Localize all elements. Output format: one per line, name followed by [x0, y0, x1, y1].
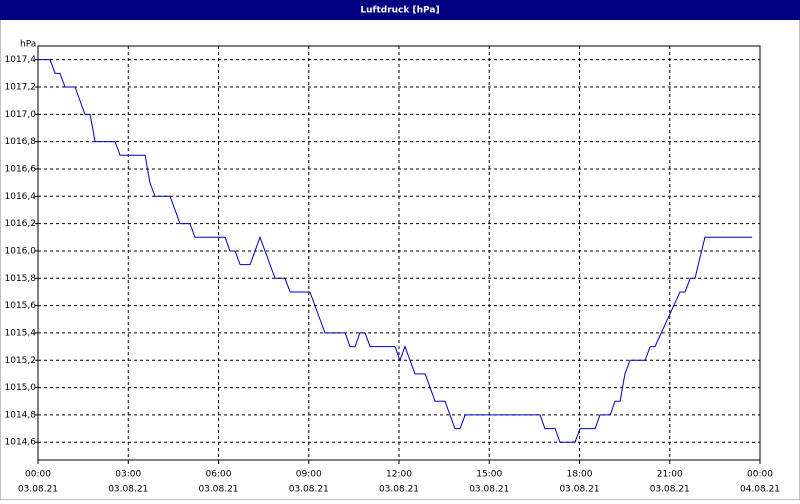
y-tick-label: 1016,0: [5, 246, 37, 256]
x-tick-label: 09:00: [296, 470, 322, 480]
x-tick-date: 03.08.21: [198, 485, 238, 495]
y-axis-label: hPa: [20, 40, 36, 50]
x-tick-label: 06:00: [206, 470, 232, 480]
y-tick-label: 1016,2: [5, 219, 37, 229]
y-tick-label: 1014,8: [5, 410, 37, 420]
y-tick-label: 1017,4: [5, 55, 37, 65]
y-tick-label: 1015,8: [5, 274, 37, 284]
data-line: [38, 59, 753, 443]
x-tick-label: 00:00: [25, 470, 51, 480]
chart-title: Luftdruck [hPa]: [360, 6, 439, 16]
x-tick-date: 03.08.21: [289, 485, 329, 495]
x-tick-label: 12:00: [386, 470, 412, 480]
x-tick-label: 21:00: [657, 470, 683, 480]
title-bar: [0, 0, 800, 20]
x-tick-label: 15:00: [476, 470, 502, 480]
y-tick-label: 1015,0: [5, 383, 37, 393]
x-tick-date: 03.08.21: [559, 485, 599, 495]
x-tick-label: 00:00: [747, 470, 773, 480]
x-tick-date: 03.08.21: [379, 485, 419, 495]
y-tick-label: 1017,2: [5, 82, 37, 92]
y-tick-label: 1016,8: [5, 137, 37, 147]
x-tick-label: 18:00: [567, 470, 593, 480]
x-tick-date: 03.08.21: [650, 485, 690, 495]
x-tick-date: 03.08.21: [18, 485, 58, 495]
y-tick-label: 1015,4: [5, 328, 37, 338]
x-tick-date: 04.08.21: [740, 485, 780, 495]
y-tick-label: 1015,2: [5, 356, 37, 366]
y-tick-label: 1017,0: [5, 110, 37, 120]
x-tick-date: 03.08.21: [469, 485, 509, 495]
y-tick-label: 1016,4: [5, 192, 37, 202]
y-tick-label: 1014,6: [5, 438, 37, 448]
x-tick-date: 03.08.21: [108, 485, 148, 495]
y-tick-label: 1015,6: [5, 301, 37, 311]
x-tick-label: 03:00: [115, 470, 141, 480]
y-tick-label: 1016,6: [5, 164, 37, 174]
